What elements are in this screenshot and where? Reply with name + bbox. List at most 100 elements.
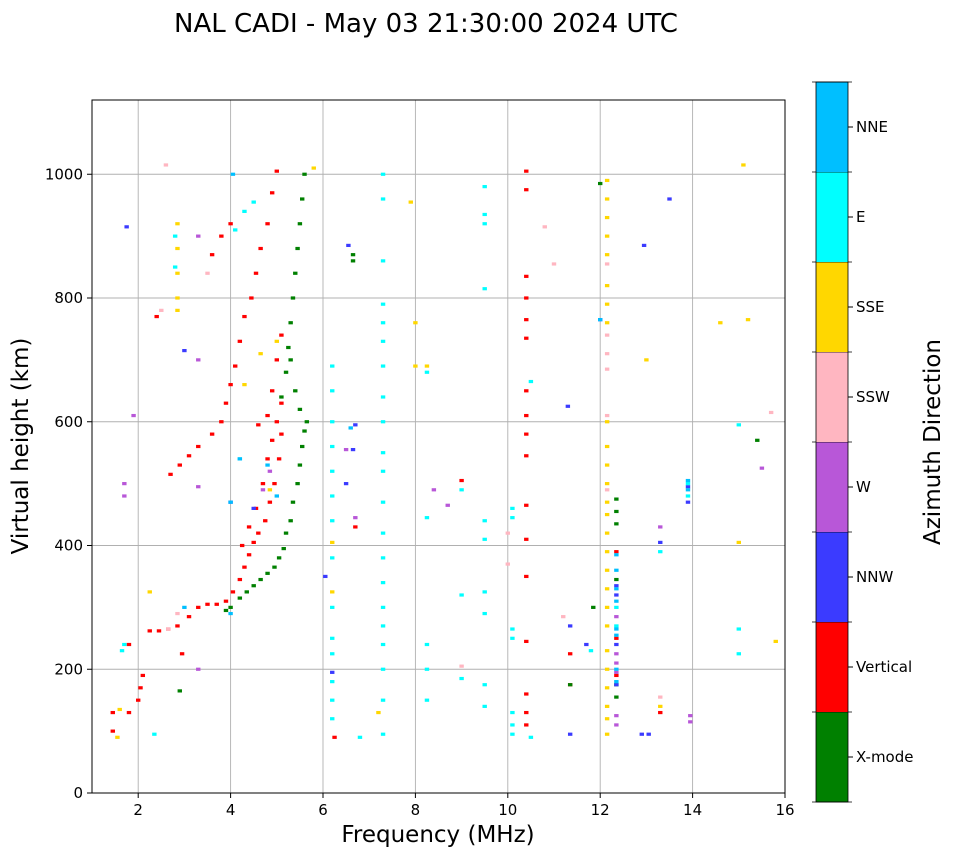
data-point — [598, 181, 603, 186]
data-point — [736, 627, 741, 631]
data-point — [524, 537, 529, 541]
data-point — [357, 735, 363, 739]
plot-grid — [92, 100, 786, 794]
data-point — [424, 667, 430, 671]
data-point — [260, 488, 266, 492]
data-point — [604, 284, 610, 288]
data-point — [482, 212, 487, 217]
data-point — [614, 670, 619, 674]
x-tick-label: 2 — [133, 801, 143, 819]
data-point — [272, 565, 277, 569]
series-nnw — [124, 197, 691, 736]
x-tick-label: 12 — [591, 801, 610, 819]
colorbar-segment — [816, 352, 848, 442]
data-point — [230, 172, 236, 176]
data-point — [524, 274, 529, 278]
data-point — [510, 732, 515, 736]
data-point — [604, 488, 610, 492]
data-point — [380, 667, 386, 671]
data-point — [177, 463, 182, 467]
data-point — [380, 451, 386, 455]
data-point — [741, 163, 746, 167]
data-point — [228, 605, 233, 609]
data-point — [380, 172, 386, 176]
series-ssw — [159, 163, 774, 699]
data-point — [330, 670, 335, 674]
x-axis-label: Frequency (MHz) — [341, 822, 534, 848]
data-point — [242, 383, 247, 387]
data-point — [591, 605, 596, 609]
data-point — [604, 178, 610, 183]
data-point — [267, 500, 273, 504]
data-point — [276, 457, 282, 461]
data-point — [251, 540, 256, 545]
data-point — [223, 401, 229, 405]
data-point — [258, 577, 263, 582]
data-point — [380, 556, 386, 560]
colorbar-label-nnw: NNW — [856, 568, 893, 586]
data-point — [604, 321, 610, 325]
data-point — [110, 729, 115, 733]
data-point — [258, 352, 263, 356]
data-point — [584, 642, 589, 647]
data-point — [604, 568, 610, 572]
x-tick-label: 10 — [498, 801, 517, 819]
data-point — [524, 432, 529, 436]
plot-area — [91, 99, 786, 794]
data-point — [350, 253, 356, 257]
data-point — [736, 423, 741, 427]
data-point — [413, 364, 418, 368]
data-point — [614, 550, 619, 554]
data-point — [288, 321, 293, 325]
data-point — [343, 482, 349, 486]
data-point — [274, 169, 279, 173]
data-point — [223, 599, 229, 603]
data-point — [524, 169, 529, 173]
data-point — [237, 596, 243, 600]
data-point — [614, 587, 619, 591]
y-tick-label: 800 — [54, 289, 83, 307]
data-point — [293, 389, 298, 393]
data-point — [239, 543, 245, 548]
data-point — [297, 463, 303, 467]
data-point — [482, 519, 487, 523]
data-point — [510, 516, 515, 520]
data-point — [380, 197, 386, 201]
data-point — [258, 246, 263, 251]
plot-points — [110, 163, 778, 739]
colorbar-segment — [816, 622, 848, 712]
data-point — [424, 642, 430, 647]
data-point — [353, 516, 358, 520]
data-point — [330, 469, 335, 473]
data-point — [380, 624, 386, 628]
data-point — [177, 689, 182, 693]
data-point — [256, 423, 261, 427]
data-point — [269, 438, 275, 442]
data-point — [614, 667, 619, 671]
data-point — [614, 680, 619, 684]
series-w — [122, 234, 765, 727]
data-point — [330, 590, 335, 594]
data-point — [604, 587, 610, 591]
data-point — [251, 506, 256, 510]
data-point — [380, 321, 386, 325]
data-point — [269, 191, 275, 195]
data-point — [246, 525, 252, 529]
data-point — [718, 321, 723, 325]
colorbar-label-w: W — [856, 478, 871, 496]
data-point — [237, 339, 243, 343]
data-point — [614, 522, 619, 526]
data-point — [196, 485, 201, 489]
series-sse — [115, 163, 778, 739]
data-point — [214, 602, 219, 606]
colorbar-segment — [816, 262, 848, 352]
data-point — [567, 683, 573, 687]
data-point — [246, 553, 252, 557]
colorbar-segment — [816, 532, 848, 622]
data-point — [510, 723, 515, 727]
data-point — [346, 243, 351, 248]
colorbar-segment — [816, 442, 848, 532]
data-point — [604, 262, 610, 266]
data-point — [274, 339, 279, 343]
data-point — [380, 395, 386, 399]
